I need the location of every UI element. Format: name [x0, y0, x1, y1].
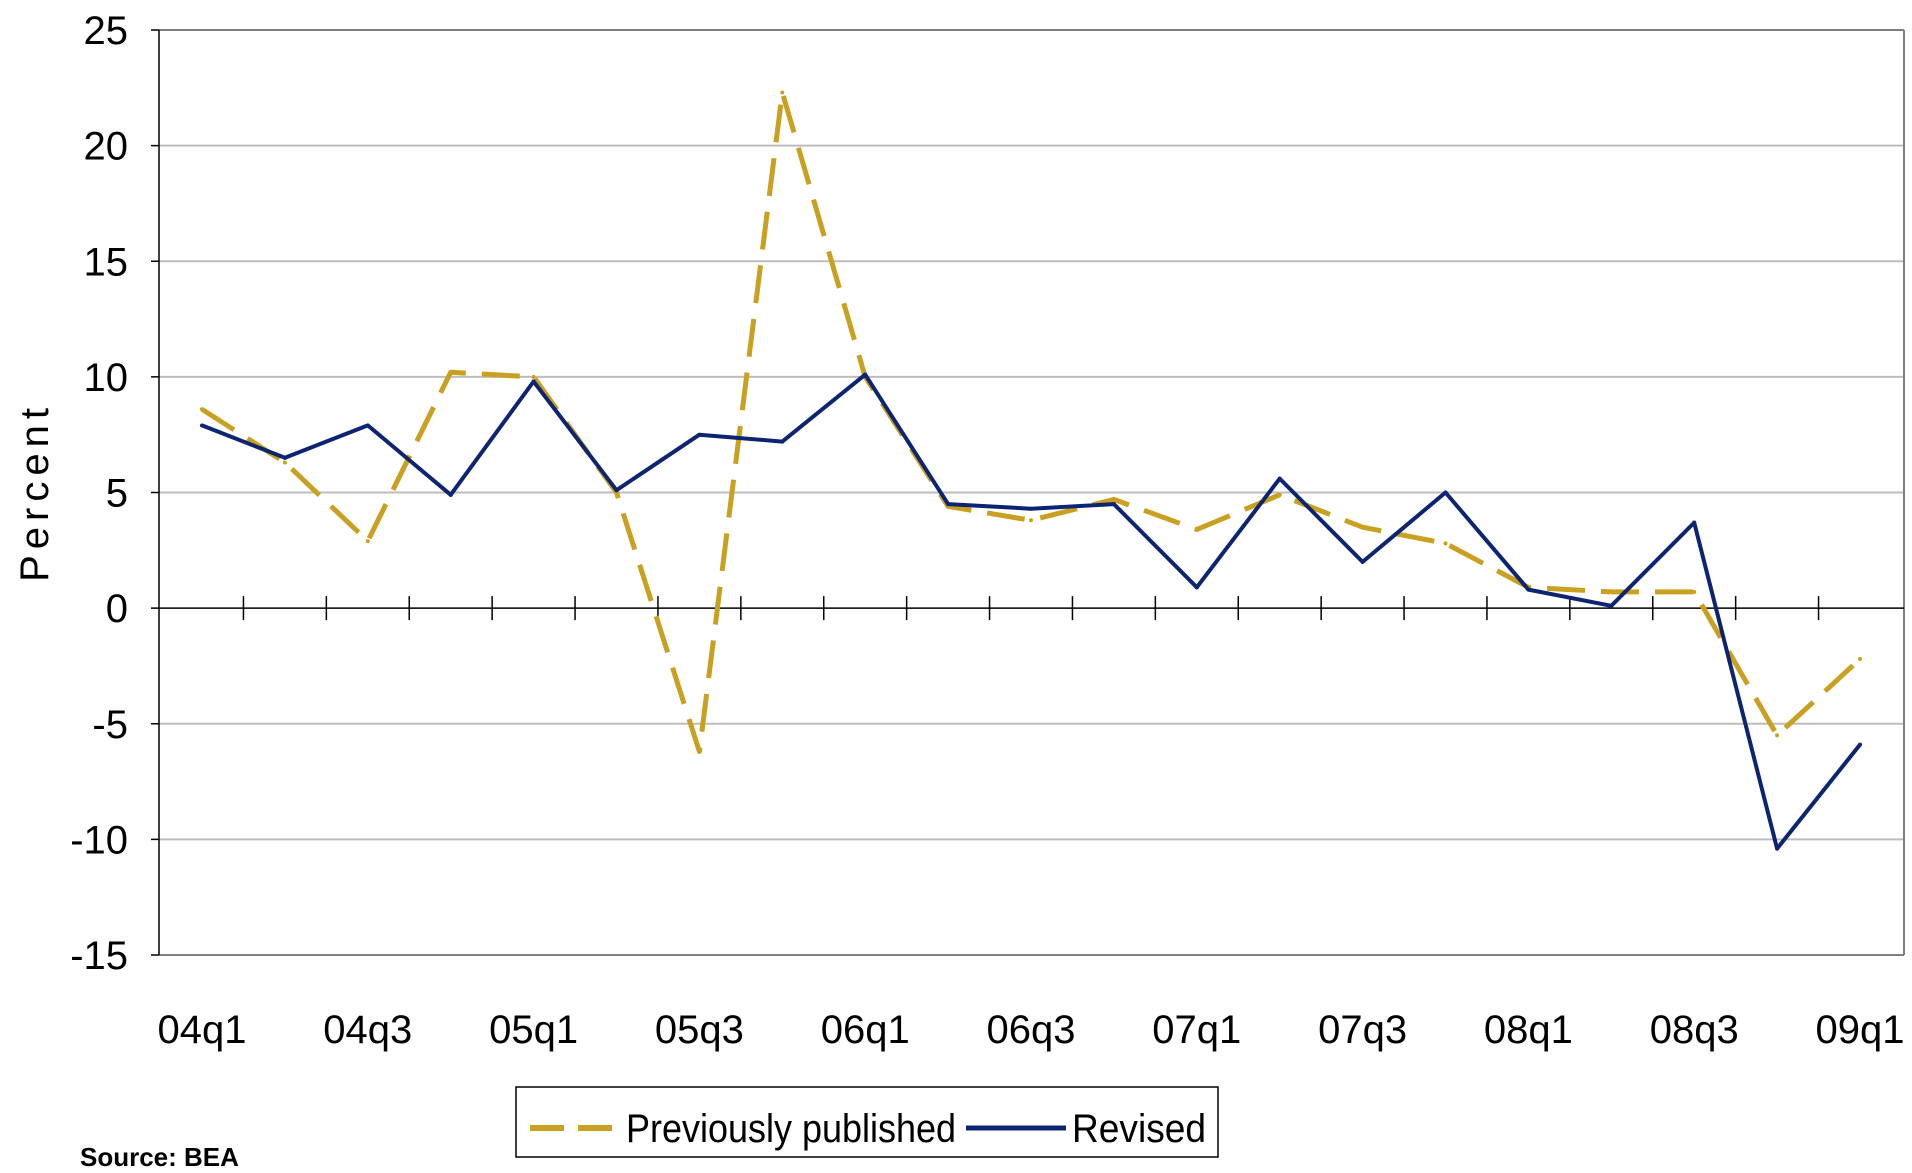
legend-box	[515, 1086, 1219, 1158]
y-tick-label: 20	[84, 125, 129, 169]
data-point-revised	[200, 423, 204, 428]
series-lines	[200, 89, 1862, 851]
data-point-revised	[863, 372, 868, 377]
y-tick-label: 15	[84, 240, 129, 284]
data-point-revised	[1775, 846, 1780, 851]
x-tick-label: 08q1	[1484, 1008, 1573, 1052]
x-tick-label: 05q3	[655, 1008, 744, 1052]
data-point-revised	[1609, 603, 1614, 608]
data-point-revised	[1360, 559, 1365, 564]
y-tick-label: -5	[92, 703, 128, 747]
data-point-revised	[697, 432, 702, 437]
y-tick-label: 0	[106, 587, 128, 631]
data-point-previously-published	[1360, 525, 1365, 530]
series-line-revised	[201, 372, 1862, 851]
tick-labels: -15 -10 -5 0 5 10 15 20 25 04q1 04q3 05q1 05q3 06q1 06…	[70, 9, 1904, 1052]
x-tick-label: 09q1	[1816, 1008, 1905, 1052]
data-point-previously-published	[780, 90, 785, 95]
y-tick-label: 25	[84, 9, 129, 53]
data-point-previously-published	[365, 539, 370, 544]
y-axis-label: Percent	[13, 402, 57, 582]
data-point-previously-published	[1029, 518, 1033, 523]
data-point-revised	[1692, 520, 1697, 525]
data-point-revised	[365, 423, 370, 428]
x-tick-label: 04q1	[158, 1008, 247, 1052]
x-tick-label: 06q1	[821, 1008, 910, 1052]
data-point-revised	[1029, 506, 1033, 511]
data-point-revised	[1194, 585, 1199, 590]
data-point-revised	[1858, 742, 1862, 747]
data-point-previously-published	[1277, 492, 1282, 497]
data-point-previously-published	[282, 460, 287, 465]
legend-label-previously-published: Previously published	[626, 1107, 956, 1151]
data-point-previously-published	[1443, 541, 1448, 546]
series-line-previously-published	[200, 89, 1862, 754]
data-point-previously-published	[1111, 497, 1116, 502]
legend-label-revised: Revised	[1072, 1107, 1206, 1151]
data-point-revised	[448, 492, 453, 497]
x-tick-label: 08q3	[1650, 1008, 1739, 1052]
data-point-previously-published	[448, 370, 453, 375]
y-tick-label: 10	[84, 356, 129, 400]
x-tick-label: 07q3	[1318, 1008, 1407, 1052]
y-tick-label: -10	[70, 818, 128, 862]
x-tick-label: 05q1	[489, 1008, 578, 1052]
data-point-previously-published	[1858, 657, 1862, 661]
data-point-previously-published	[200, 407, 204, 412]
data-point-revised	[1277, 476, 1282, 481]
gridlines	[159, 144, 1904, 841]
data-point-previously-published	[1692, 589, 1697, 594]
data-point-revised	[614, 488, 619, 493]
x-tick-label: 06q3	[987, 1008, 1076, 1052]
y-tick-label: -15	[70, 934, 128, 978]
data-point-previously-published	[1775, 733, 1780, 738]
data-point-revised	[531, 379, 536, 384]
data-point-revised	[1443, 490, 1448, 495]
x-tick-label: 07q1	[1152, 1008, 1241, 1052]
data-point-previously-published	[697, 749, 702, 754]
data-point-previously-published	[1609, 589, 1614, 594]
data-point-previously-published	[1194, 527, 1199, 532]
axes	[151, 29, 1905, 956]
legend: Previously published Revised	[515, 1086, 1219, 1158]
data-point-revised	[1111, 502, 1116, 507]
data-point-revised	[1526, 587, 1531, 592]
data-point-revised	[282, 455, 287, 460]
y-tick-label: 5	[106, 472, 128, 516]
source-note: Source: BEA	[80, 1142, 239, 1172]
x-tick-label: 04q3	[323, 1008, 412, 1052]
data-point-revised	[780, 439, 785, 444]
data-point-previously-published	[531, 374, 536, 379]
data-point-revised	[946, 502, 951, 507]
